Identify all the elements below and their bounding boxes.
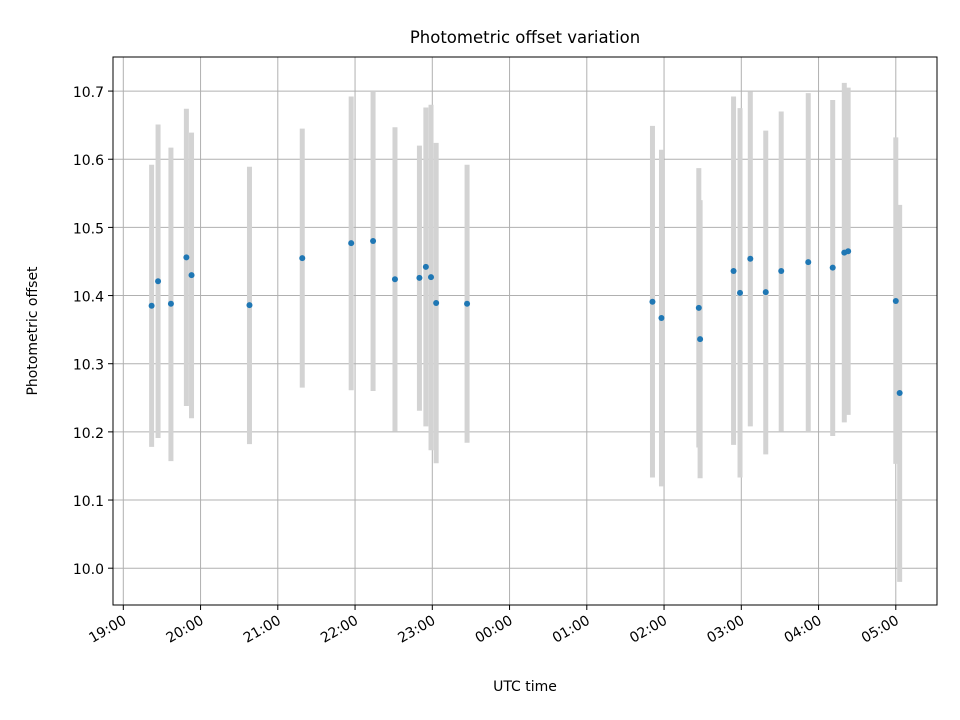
data-point <box>845 248 852 255</box>
data-point <box>299 255 306 262</box>
data-point <box>829 264 836 271</box>
x-axis-label: UTC time <box>493 679 557 695</box>
data-point <box>183 254 190 261</box>
data-point <box>737 289 744 296</box>
y-tick-label: 10.6 <box>73 153 104 169</box>
y-tick-label: 10.3 <box>73 358 104 374</box>
data-point <box>896 390 903 397</box>
y-axis: 10.0 10.1 10.2 10.3 10.4 10.5 10.6 10.7 <box>73 85 113 578</box>
plot-area <box>113 57 937 605</box>
data-point <box>892 298 899 305</box>
y-tick-label: 10.2 <box>73 426 104 442</box>
data-point <box>433 300 440 307</box>
y-tick-label: 10.7 <box>73 85 104 101</box>
data-point <box>416 274 423 281</box>
data-point <box>695 304 702 311</box>
data-points <box>148 238 903 397</box>
plot-frame <box>112 56 938 606</box>
data-point <box>747 255 754 262</box>
data-point <box>391 276 398 283</box>
data-point <box>730 268 737 275</box>
data-point <box>148 302 155 309</box>
y-tick-label: 10.4 <box>73 290 104 306</box>
data-point <box>658 315 665 322</box>
data-point <box>805 259 812 266</box>
data-point <box>697 336 704 343</box>
data-point <box>167 300 174 307</box>
data-point <box>246 302 253 309</box>
data-point <box>422 263 429 270</box>
data-point <box>370 238 377 245</box>
y-tick-label: 10.5 <box>73 221 104 237</box>
data-point <box>762 289 769 296</box>
data-point <box>649 298 656 305</box>
chart-title: Photometric offset variation <box>410 28 640 47</box>
data-point <box>188 272 195 279</box>
data-point <box>464 300 471 307</box>
data-point <box>778 268 785 275</box>
data-point <box>348 240 355 247</box>
data-point <box>428 274 435 281</box>
y-axis-label: Photometric offset <box>25 266 41 396</box>
y-tick-label: 10.0 <box>73 562 104 578</box>
y-tick-label: 10.1 <box>73 494 104 510</box>
data-point <box>155 278 162 285</box>
